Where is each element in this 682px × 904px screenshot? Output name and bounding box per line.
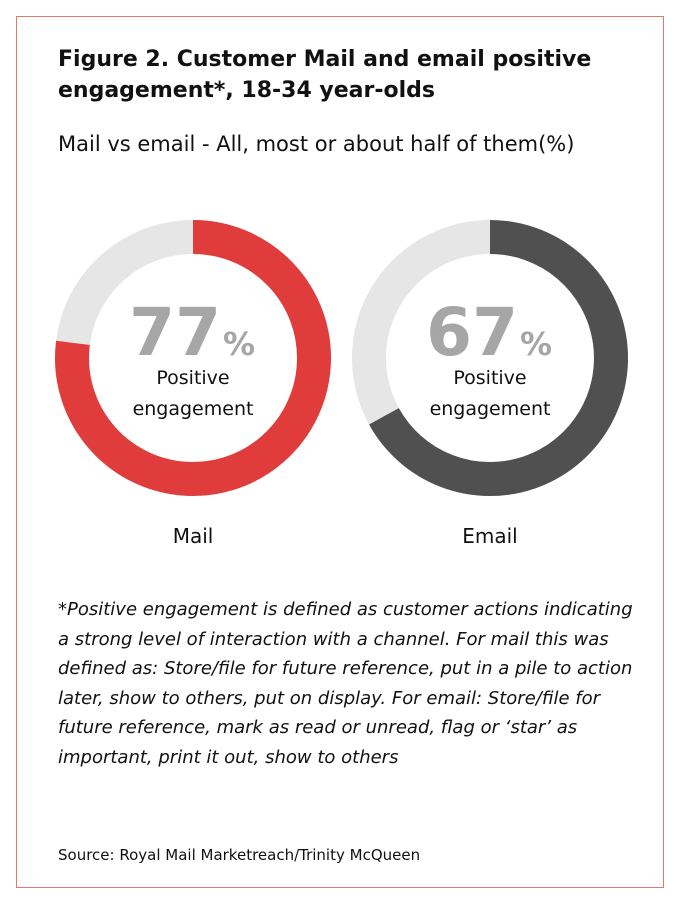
donut-slice-email — [369, 220, 628, 496]
percent-sign-mail: % — [223, 325, 255, 363]
inner-label-line2-mail: engagement — [133, 398, 254, 420]
chart-subtitle: Mail vs email - All, most or about half … — [58, 132, 575, 156]
value-label-email: 67 — [426, 294, 518, 371]
donut-email: 67 % Positive engagement Email — [352, 220, 628, 548]
donut-chart-area: 77 % Positive engagement Mail 67 % Positive enga… — [55, 220, 628, 548]
value-label-mail: 77 — [129, 294, 221, 371]
inner-label-line2-email: engagement — [430, 398, 551, 420]
donut-slice-mail — [55, 220, 331, 496]
figure-frame — [16, 16, 664, 888]
percent-sign-email: % — [520, 325, 552, 363]
donut-mail: 77 % Positive engagement Mail — [55, 220, 331, 548]
footnote: *Positive engagement is defined as custo… — [58, 599, 633, 768]
category-label-email: Email — [462, 524, 518, 548]
source-note: Source: Royal Mail Marketreach/Trinity M… — [58, 846, 421, 864]
figure-title: Figure 2. Customer Mail and email positi… — [58, 47, 592, 103]
category-label-mail: Mail — [173, 524, 214, 548]
inner-label-line1-mail: Positive — [156, 367, 229, 389]
inner-label-line1-email: Positive — [453, 367, 526, 389]
